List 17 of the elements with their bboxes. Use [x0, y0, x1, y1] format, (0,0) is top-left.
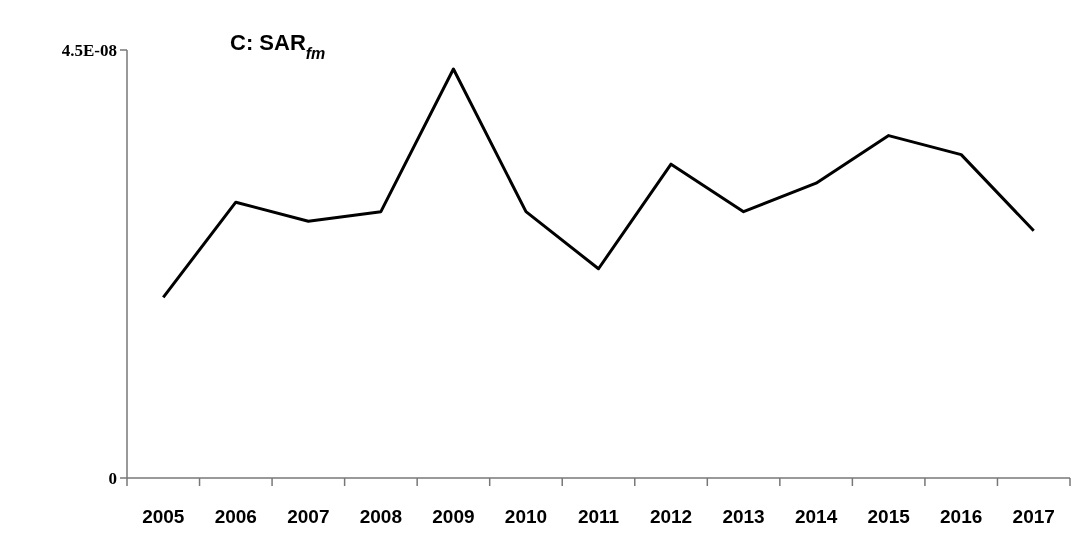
chart-title: C: SAR$_{fm}$ — [230, 30, 326, 62]
x-tick-label: 2011 — [577, 506, 620, 527]
y-tick-label: 4.5E-08 — [61, 40, 117, 60]
x-tick-label: 2007 — [287, 506, 330, 527]
x-tick-label: 2013 — [722, 506, 765, 527]
line-series — [161, 67, 1036, 299]
x-tick-label: 2010 — [504, 506, 548, 527]
y-tick-label: 0 — [108, 468, 117, 488]
x-tick-label: 2015 — [867, 506, 911, 527]
x-tick-label: 2014 — [794, 506, 838, 527]
x-tick-label: 2012 — [649, 506, 693, 527]
x-tick-label: 2009 — [432, 506, 475, 527]
x-tick-label: 2006 — [214, 506, 257, 527]
x-tick-label: 2016 — [940, 506, 983, 527]
x-tick-label: 2008 — [359, 506, 403, 527]
x-tick-label: 2005 — [142, 506, 185, 527]
x-tick-label: 2017 — [1012, 506, 1055, 527]
